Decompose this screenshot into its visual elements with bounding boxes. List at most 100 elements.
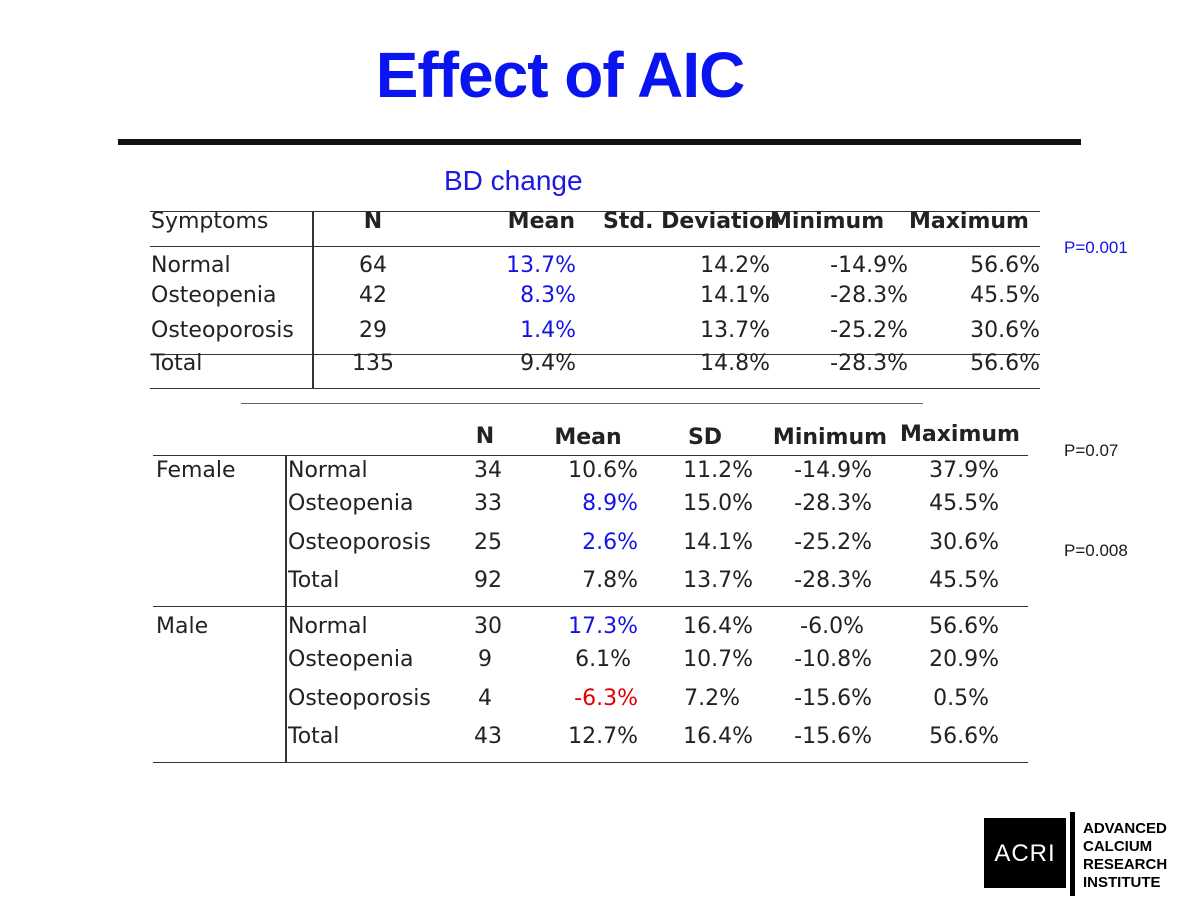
row-label: Osteopenia — [288, 647, 414, 672]
cell-n: 29 — [359, 318, 387, 343]
cell-max: 0.5% — [933, 686, 989, 711]
table2-header-rule — [153, 455, 1028, 456]
cell-min: -25.2% — [794, 530, 872, 555]
row-label: Total — [288, 724, 340, 749]
cell-n: 135 — [352, 351, 394, 376]
table1-header-n: N — [363, 209, 383, 234]
logo-name-line: CALCIUM — [1083, 838, 1153, 855]
cell-max: 30.6% — [929, 530, 999, 555]
cell-min: -14.9% — [830, 253, 908, 278]
cell-max: 45.5% — [970, 283, 1040, 308]
logo-name-line: ADVANCED — [1083, 820, 1167, 837]
cell-min: -14.9% — [794, 458, 872, 483]
table2-header-min: Minimum — [772, 425, 888, 450]
table1-header-symptoms: Symptoms — [151, 209, 269, 234]
cell-n: 34 — [474, 458, 502, 483]
cell-max: 56.6% — [929, 614, 999, 639]
cell-mean: 7.8% — [582, 568, 638, 593]
row-label: Normal — [288, 458, 368, 483]
table2-header-mean: Mean — [554, 425, 622, 450]
cell-min: -28.3% — [794, 491, 872, 516]
cell-min: -28.3% — [830, 283, 908, 308]
cell-n: 92 — [474, 568, 502, 593]
table1-header-mean: Mean — [507, 209, 575, 234]
row-label: Osteopenia — [288, 491, 414, 516]
cell-mean: 2.6% — [582, 530, 638, 555]
row-label: Total — [288, 568, 340, 593]
table1-header-sd: Std. Deviation — [603, 209, 780, 234]
cell-mean: 17.3% — [568, 614, 638, 639]
table2-header-max: Maximum — [900, 422, 1020, 447]
cell-mean: 12.7% — [568, 724, 638, 749]
logo-name: ADVANCED CALCIUM RESEARCH INSTITUTE — [1083, 820, 1167, 892]
cell-sd: 13.7% — [700, 318, 770, 343]
cell-sd: 11.2% — [683, 458, 753, 483]
table2-group-rule — [153, 606, 1028, 607]
cell-mean: 10.6% — [568, 458, 638, 483]
cell-max: 45.5% — [929, 568, 999, 593]
cell-min: -15.6% — [794, 686, 872, 711]
cell-sd: 14.2% — [700, 253, 770, 278]
cell-max: 20.9% — [929, 647, 999, 672]
group-label-male: Male — [156, 614, 209, 639]
row-label: Normal — [288, 614, 368, 639]
cell-n: 9 — [478, 647, 492, 672]
row-label: Osteoporosis — [288, 530, 431, 555]
cell-min: -28.3% — [794, 568, 872, 593]
logo-mark-text: ACRI — [994, 840, 1056, 867]
table-subtitle: BD change — [444, 165, 583, 196]
cell-mean: 13.7% — [506, 253, 576, 278]
cell-max: 56.6% — [970, 253, 1040, 278]
cell-mean: 1.4% — [520, 318, 576, 343]
cell-max: 56.6% — [929, 724, 999, 749]
row-label: Osteoporosis — [288, 686, 431, 711]
row-label: Total — [151, 351, 203, 376]
cell-max: 30.6% — [970, 318, 1040, 343]
cell-sd: 15.0% — [683, 491, 753, 516]
row-label: Normal — [151, 253, 231, 278]
cell-mean: 8.3% — [520, 283, 576, 308]
p-value-male: P=0.008 — [1064, 541, 1128, 560]
cell-mean: -6.3% — [574, 686, 638, 711]
cell-mean: 6.1% — [575, 647, 631, 672]
table2-bottom-rule — [153, 762, 1028, 763]
row-label: Osteoporosis — [151, 318, 294, 343]
logo-name-line: INSTITUTE — [1083, 874, 1161, 891]
table1-total-rule — [150, 354, 1040, 355]
cell-sd: 13.7% — [683, 568, 753, 593]
table2-column-divider — [285, 455, 287, 763]
cell-min: -15.6% — [794, 724, 872, 749]
title-divider — [118, 139, 1081, 145]
cell-n: 30 — [474, 614, 502, 639]
cell-mean: 8.9% — [582, 491, 638, 516]
group-label-female: Female — [156, 458, 236, 483]
cell-max: 56.6% — [970, 351, 1040, 376]
logo-divider — [1070, 812, 1075, 896]
cell-n: 4 — [478, 686, 492, 711]
table2-header-sd: SD — [687, 425, 723, 450]
table1-top-rule — [150, 211, 1040, 212]
section-separator — [241, 403, 923, 404]
cell-mean: 9.4% — [520, 351, 576, 376]
cell-max: 37.9% — [929, 458, 999, 483]
cell-min: -25.2% — [830, 318, 908, 343]
slide-title: Effect of AIC — [375, 39, 746, 111]
cell-sd: 14.8% — [700, 351, 770, 376]
table1-header-rule — [150, 246, 1040, 247]
cell-n: 64 — [359, 253, 387, 278]
cell-sd: 14.1% — [700, 283, 770, 308]
cell-n: 42 — [359, 283, 387, 308]
p-value-symptoms: P=0.001 — [1064, 238, 1128, 257]
cell-sd: 16.4% — [683, 614, 753, 639]
cell-min: -28.3% — [830, 351, 908, 376]
cell-sd: 10.7% — [683, 647, 753, 672]
cell-min: -10.8% — [794, 647, 872, 672]
cell-n: 33 — [474, 491, 502, 516]
cell-n: 25 — [474, 530, 502, 555]
logo-name-line: RESEARCH — [1083, 856, 1168, 873]
row-label: Osteopenia — [151, 283, 277, 308]
table1-header-min: Minimum — [770, 209, 885, 234]
cell-min: -6.0% — [800, 614, 864, 639]
cell-n: 43 — [474, 724, 502, 749]
table1-header-max: Maximum — [909, 209, 1029, 234]
